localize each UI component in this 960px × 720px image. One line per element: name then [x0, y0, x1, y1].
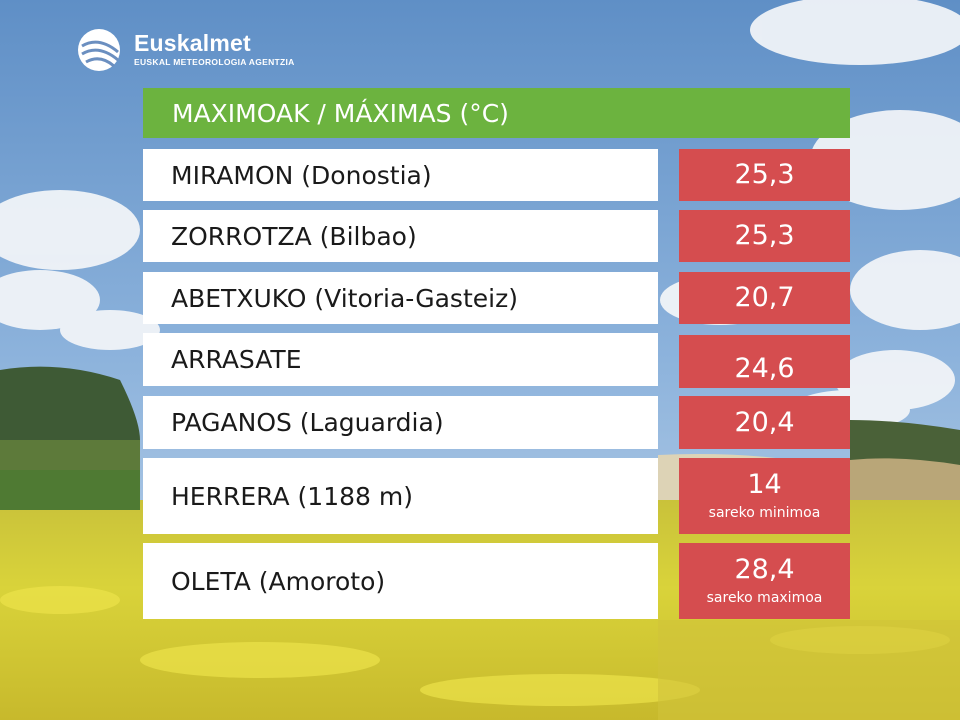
brand-subtitle: EUSKAL METEOROLOGIA AGENTZIA	[134, 57, 295, 67]
station-abetxuko: ABETXUKO (Vitoria-Gasteiz)	[143, 272, 658, 324]
value-number: 20,7	[734, 282, 795, 313]
value-number: 14	[747, 469, 782, 500]
station-label: PAGANOS (Laguardia)	[171, 408, 444, 437]
station-label: MIRAMON (Donostia)	[171, 160, 432, 190]
station-label: OLETA (Amoroto)	[171, 566, 386, 596]
station-zorrotza: ZORROTZA (Bilbao)	[143, 210, 658, 262]
value-abetxuko: 20,7	[679, 272, 850, 324]
value-note: sareko maximoa	[706, 590, 823, 606]
header-title: MAXIMOAK / MÁXIMAS (°C)	[172, 98, 509, 128]
station-label: HERRERA (1188 m)	[171, 481, 413, 511]
euskalmet-logo: Euskalmet EUSKAL METEOROLOGIA AGENTZIA	[74, 26, 294, 74]
value-arrasate: 24,6	[679, 335, 850, 388]
station-label: ZORROTZA (Bilbao)	[171, 221, 417, 251]
value-oleta: 28,4 sareko maximoa	[679, 543, 850, 619]
value-number: 28,4	[734, 554, 795, 585]
station-arrasate: ARRASATE	[143, 333, 658, 386]
value-zorrotza: 25,3	[679, 210, 850, 262]
value-number: 25,3	[734, 220, 795, 251]
station-label: ARRASATE	[171, 345, 302, 374]
brand-name: Euskalmet	[134, 30, 251, 56]
value-herrera: 14 sareko minimoa	[679, 458, 850, 534]
station-oleta: OLETA (Amoroto)	[143, 543, 658, 619]
station-miramon: MIRAMON (Donostia)	[143, 149, 658, 201]
station-label: ABETXUKO (Vitoria-Gasteiz)	[171, 283, 518, 313]
value-number: 20,4	[734, 406, 795, 438]
station-herrera: HERRERA (1188 m)	[143, 458, 658, 534]
euskalmet-logo-icon	[78, 29, 120, 71]
value-miramon: 25,3	[679, 149, 850, 201]
value-note: sareko minimoa	[708, 505, 821, 521]
value-number: 25,3	[734, 159, 795, 190]
table-header: MAXIMOAK / MÁXIMAS (°C)	[143, 88, 850, 138]
station-paganos: PAGANOS (Laguardia)	[143, 396, 658, 449]
value-number: 24,6	[734, 352, 795, 384]
value-paganos: 20,4	[679, 396, 850, 449]
